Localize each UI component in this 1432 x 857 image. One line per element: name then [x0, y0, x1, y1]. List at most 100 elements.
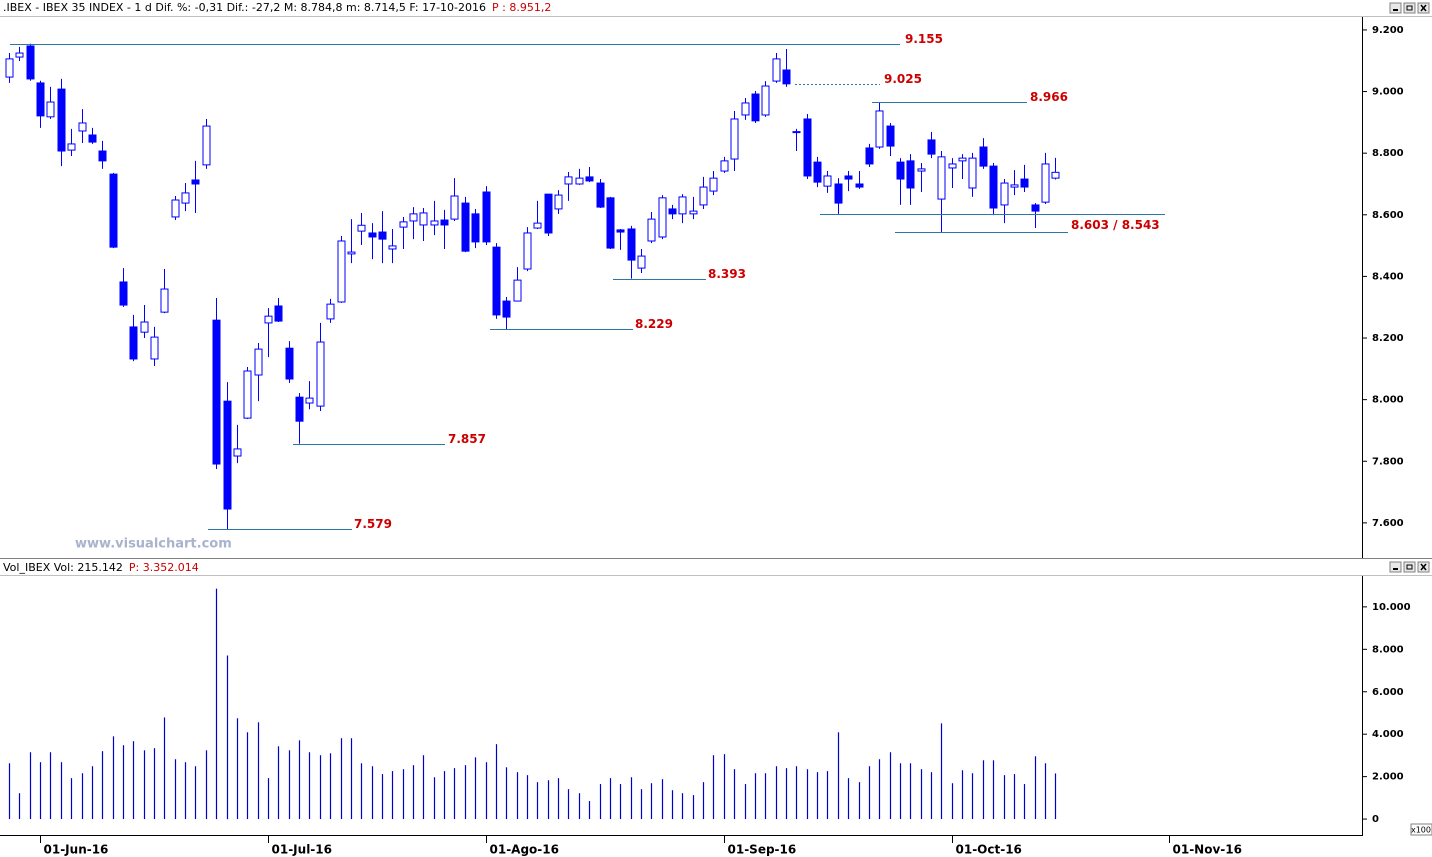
candle-body	[647, 218, 656, 242]
candle-body	[409, 213, 418, 222]
candle-body	[730, 118, 739, 160]
candle-body	[430, 220, 439, 226]
candle-body	[896, 161, 905, 180]
level-label: 8.966	[1030, 90, 1068, 104]
candle-body	[316, 341, 325, 407]
candle-body	[150, 336, 159, 360]
minimize-button[interactable]	[1389, 2, 1402, 14]
candle-body	[26, 45, 35, 80]
candle-body	[15, 52, 24, 58]
x-tick-label: 01-Oct-16	[956, 843, 1022, 857]
level-label: 9.155	[905, 32, 943, 46]
candle-body	[751, 93, 760, 122]
y-tick-label: 8.600	[1372, 210, 1404, 221]
candle-body	[129, 326, 138, 360]
level-label: 8.393	[708, 267, 746, 281]
candle-body	[502, 300, 511, 318]
candle-body	[46, 101, 55, 118]
candle-body	[57, 88, 66, 152]
candle-body	[202, 125, 211, 166]
icon	[1406, 564, 1413, 570]
candle-body	[606, 197, 615, 249]
candle-body	[98, 150, 107, 162]
level-label: 8.603 / 8.543	[1071, 218, 1160, 232]
candle-body	[906, 160, 915, 189]
candle-body	[875, 110, 884, 148]
candle-body	[761, 85, 770, 116]
candle-body	[160, 288, 169, 313]
candle-body	[979, 146, 988, 167]
volume-title: Vol_IBEX Vol: 215.142	[3, 561, 123, 574]
y-tick-label: 7.600	[1372, 518, 1404, 529]
candle-body	[357, 224, 366, 232]
restore-button[interactable]	[1403, 561, 1416, 573]
candle-body	[917, 168, 926, 172]
candle-body	[119, 281, 128, 306]
y-tick-label: 9.200	[1372, 25, 1404, 36]
candle-body	[388, 245, 397, 250]
candle-body	[337, 240, 346, 303]
x-tick-label: 01-Jul-16	[272, 843, 332, 857]
icon	[1406, 5, 1413, 11]
candle-body	[689, 210, 698, 215]
y-tick-label: 8.400	[1372, 271, 1404, 282]
icon	[1420, 4, 1427, 12]
y-tick-label: 8.800	[1372, 148, 1404, 159]
candle-body	[295, 396, 304, 422]
chart-title: .IBEX - IBEX 35 INDEX - 1 d Dif. %: -0,3…	[3, 1, 486, 14]
candle-body	[326, 303, 335, 320]
unit-box	[1410, 823, 1432, 836]
x-tick-label: 01-Jun-16	[44, 843, 109, 857]
level-label: 7.579	[354, 517, 392, 531]
icon	[1420, 563, 1427, 571]
candle-body	[855, 183, 864, 188]
y-tick-label: 4.000	[1372, 729, 1404, 740]
candle-body	[440, 219, 449, 226]
chart-title-price: P : 8.951,2	[492, 1, 551, 14]
candle-body	[865, 147, 874, 165]
window-buttons	[1389, 2, 1430, 573]
volume-title-price: P: 3.352.014	[129, 561, 199, 574]
candle-body	[36, 82, 45, 117]
candle-body	[554, 194, 563, 210]
candle-body	[347, 251, 356, 255]
x-tick-label: 01-Ago-16	[490, 843, 559, 857]
candle-body	[844, 175, 853, 180]
candle-body	[668, 208, 677, 215]
candle-body	[813, 161, 822, 183]
candle-body	[741, 102, 750, 116]
candle-body	[544, 193, 553, 234]
candle-body	[368, 232, 377, 238]
candle-body	[886, 125, 895, 147]
restore-button[interactable]	[1403, 2, 1416, 14]
candle-body	[678, 196, 687, 215]
x-tick-label: 01-Sep-16	[728, 843, 797, 857]
candle-body	[171, 199, 180, 218]
candle-body	[109, 173, 118, 248]
candle-body	[419, 212, 428, 226]
candle-body	[792, 131, 801, 134]
candle-body	[378, 231, 387, 240]
candle-body	[803, 118, 812, 177]
candle-body	[989, 165, 998, 209]
candle-body	[482, 191, 491, 243]
candle-body	[927, 139, 936, 155]
candle-body	[937, 156, 946, 200]
minimize-button[interactable]	[1389, 561, 1402, 573]
y-tick-label: 6.000	[1372, 687, 1404, 698]
candle-body	[616, 229, 625, 233]
candle-body	[513, 279, 522, 302]
candle-body	[1041, 163, 1050, 203]
candle-body	[948, 163, 957, 169]
candle-body	[471, 213, 480, 243]
candle-body	[223, 400, 232, 510]
candle-body	[1020, 178, 1029, 188]
candle-body	[585, 176, 594, 182]
candle-body	[823, 175, 832, 187]
candle-body	[533, 222, 542, 229]
candle-body	[140, 321, 149, 333]
candle-body	[709, 177, 718, 192]
